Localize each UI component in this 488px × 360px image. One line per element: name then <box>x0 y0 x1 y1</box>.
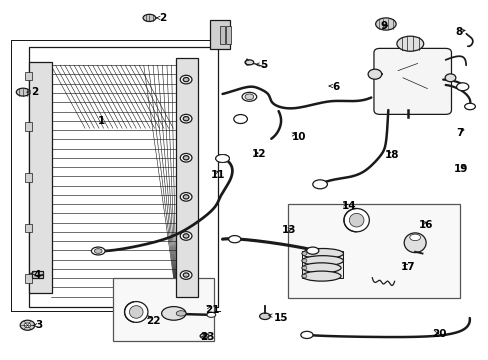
Ellipse shape <box>367 69 381 79</box>
Circle shape <box>183 156 189 160</box>
Ellipse shape <box>312 180 327 189</box>
Ellipse shape <box>302 252 306 255</box>
Circle shape <box>180 271 192 279</box>
Ellipse shape <box>242 92 256 101</box>
Circle shape <box>180 231 192 240</box>
Text: 19: 19 <box>453 164 468 174</box>
Bar <box>288 204 459 298</box>
Text: 12: 12 <box>252 149 266 159</box>
Bar <box>176 58 198 297</box>
Ellipse shape <box>129 306 143 318</box>
Bar <box>25 122 32 131</box>
Ellipse shape <box>215 154 229 162</box>
Ellipse shape <box>200 333 208 338</box>
Circle shape <box>180 193 192 201</box>
Bar <box>113 278 214 341</box>
Bar <box>32 271 42 278</box>
Ellipse shape <box>306 247 318 254</box>
Ellipse shape <box>16 88 30 96</box>
Ellipse shape <box>228 235 241 243</box>
Text: 3: 3 <box>36 320 43 330</box>
Ellipse shape <box>343 208 368 232</box>
Circle shape <box>180 75 192 84</box>
Ellipse shape <box>259 313 270 319</box>
Text: 11: 11 <box>210 170 224 180</box>
Bar <box>25 224 32 232</box>
Text: 4: 4 <box>34 270 41 280</box>
Circle shape <box>183 117 189 121</box>
Ellipse shape <box>244 94 253 100</box>
Text: 18: 18 <box>384 150 399 160</box>
Circle shape <box>183 273 189 277</box>
Text: 1: 1 <box>98 116 105 126</box>
Ellipse shape <box>215 154 229 162</box>
Text: 2: 2 <box>31 87 38 97</box>
Ellipse shape <box>464 103 474 110</box>
Text: 16: 16 <box>418 220 433 230</box>
Ellipse shape <box>396 36 423 51</box>
Ellipse shape <box>302 256 343 266</box>
Text: 13: 13 <box>281 225 295 235</box>
Text: 14: 14 <box>341 201 356 211</box>
Ellipse shape <box>375 18 395 30</box>
Bar <box>220 26 224 44</box>
Text: 10: 10 <box>292 132 306 142</box>
Ellipse shape <box>404 233 425 253</box>
Ellipse shape <box>233 114 247 123</box>
Ellipse shape <box>176 311 185 316</box>
Ellipse shape <box>206 312 215 318</box>
Bar <box>302 251 343 278</box>
Bar <box>25 72 32 80</box>
Text: 6: 6 <box>331 82 339 92</box>
Ellipse shape <box>94 249 102 253</box>
Circle shape <box>183 234 189 238</box>
Circle shape <box>180 153 192 162</box>
Text: 2: 2 <box>159 13 166 23</box>
Ellipse shape <box>215 154 229 162</box>
Ellipse shape <box>302 263 340 273</box>
Bar <box>29 62 52 293</box>
Text: 8: 8 <box>454 27 462 37</box>
Text: 5: 5 <box>260 60 267 70</box>
FancyBboxPatch shape <box>373 48 450 114</box>
Text: 23: 23 <box>200 332 215 342</box>
Ellipse shape <box>143 14 156 22</box>
Ellipse shape <box>124 302 148 322</box>
Ellipse shape <box>300 331 312 338</box>
Ellipse shape <box>302 274 306 278</box>
Ellipse shape <box>302 259 306 262</box>
Ellipse shape <box>302 248 343 258</box>
Circle shape <box>180 114 192 123</box>
Bar <box>226 26 231 44</box>
Ellipse shape <box>302 271 340 281</box>
Text: 9: 9 <box>379 21 386 31</box>
Ellipse shape <box>24 323 31 328</box>
Text: 20: 20 <box>431 329 446 339</box>
Ellipse shape <box>20 320 35 330</box>
Text: 21: 21 <box>205 305 220 315</box>
Text: 15: 15 <box>273 313 287 323</box>
Circle shape <box>183 195 189 199</box>
Text: 7: 7 <box>456 129 463 138</box>
Ellipse shape <box>244 60 253 65</box>
Text: 17: 17 <box>400 262 414 272</box>
Circle shape <box>183 77 189 82</box>
Text: 22: 22 <box>146 316 160 325</box>
Ellipse shape <box>444 74 455 82</box>
Bar <box>25 274 32 283</box>
Ellipse shape <box>348 213 363 227</box>
Bar <box>29 47 217 307</box>
Bar <box>25 173 32 181</box>
Ellipse shape <box>302 266 306 270</box>
Ellipse shape <box>456 83 468 91</box>
Ellipse shape <box>409 234 420 240</box>
Ellipse shape <box>91 247 105 255</box>
Bar <box>210 21 229 49</box>
Ellipse shape <box>161 307 185 320</box>
